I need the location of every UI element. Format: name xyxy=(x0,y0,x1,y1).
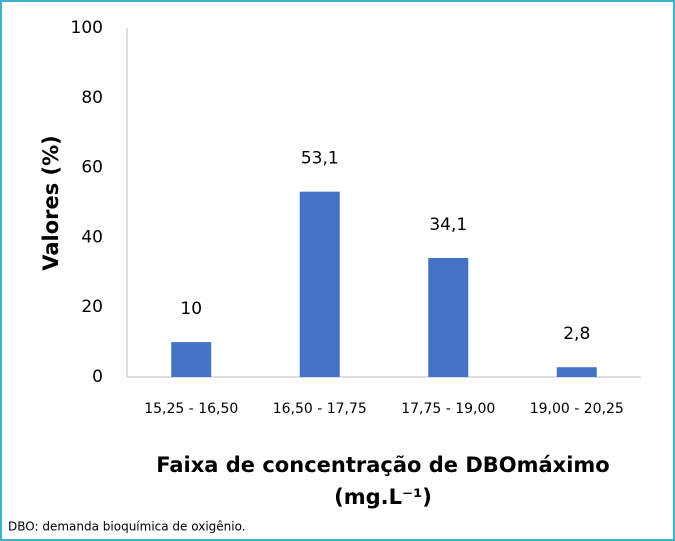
bar xyxy=(428,257,469,377)
x-tick-label: 17,75 - 19,00 xyxy=(401,401,495,417)
bar xyxy=(556,367,597,377)
value-label: 10 xyxy=(180,299,202,319)
x-tick-label: 15,25 - 16,50 xyxy=(144,401,238,417)
x-axis-label: (mg.L⁻¹) xyxy=(334,485,432,509)
value-label: 2,8 xyxy=(563,324,590,344)
x-tick-label: 16,50 - 17,75 xyxy=(273,401,367,417)
x-tick-label: 19,00 - 20,25 xyxy=(530,401,624,417)
value-label: 34,1 xyxy=(429,215,467,235)
y-tick-label: 100 xyxy=(71,18,103,38)
y-tick-label: 40 xyxy=(81,227,103,247)
bar xyxy=(171,342,212,377)
y-tick-label: 0 xyxy=(92,367,103,387)
footnote: DBO: demanda bioquímica de oxigênio. xyxy=(8,520,246,534)
value-label: 53,1 xyxy=(301,149,339,169)
y-tick-label: 80 xyxy=(81,88,103,108)
y-axis-label: Valores (%) xyxy=(39,135,63,271)
x-axis-label: Faixa de concentração de DBOmáximo xyxy=(156,453,609,477)
bar xyxy=(299,191,340,377)
y-tick-label: 20 xyxy=(81,297,103,317)
y-tick-label: 60 xyxy=(81,158,103,178)
